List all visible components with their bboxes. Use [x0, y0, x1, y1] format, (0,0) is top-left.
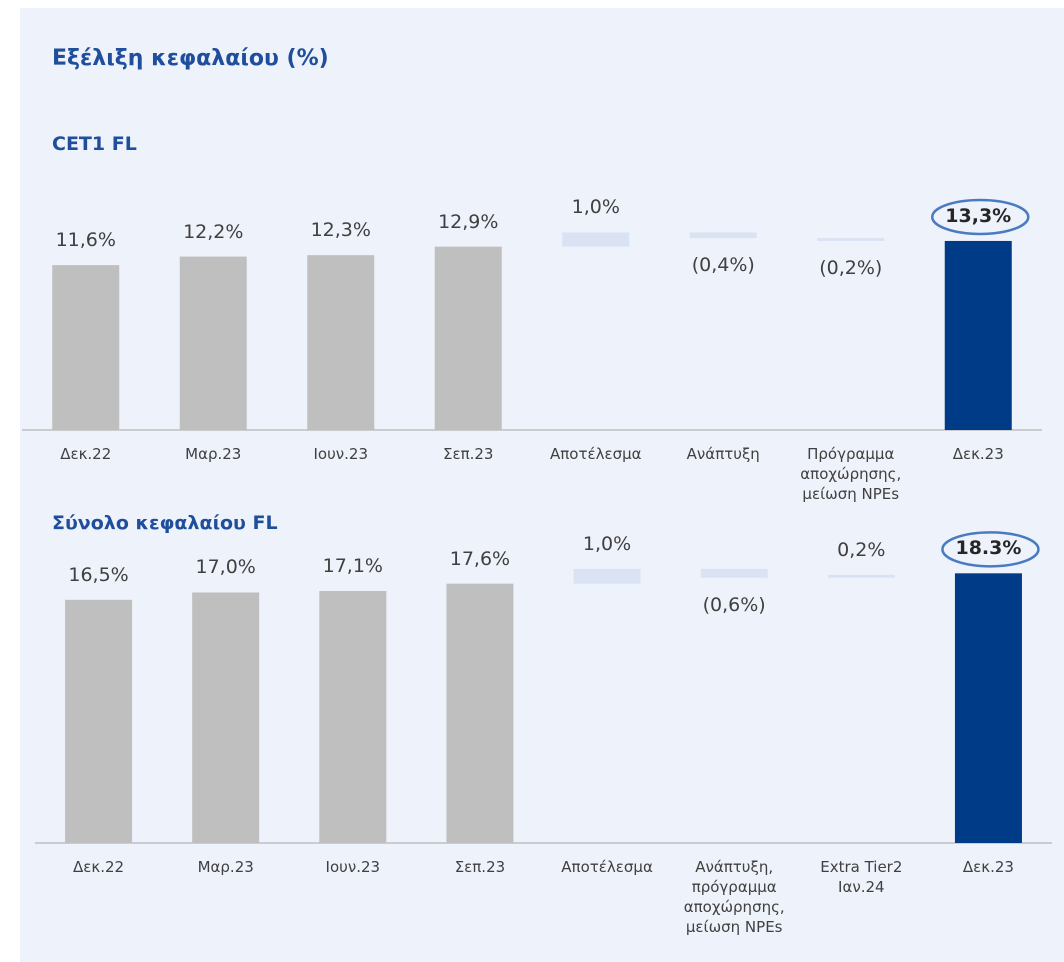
value-label: 0,2% — [837, 538, 886, 561]
x-tick-label: Αποτέλεσμα — [549, 445, 642, 463]
x-tick-label: Μαρ.23 — [197, 858, 254, 876]
value-label: 1,0% — [571, 196, 620, 219]
x-tick-label: Σεπ.23 — [454, 858, 506, 876]
value-label: (0,2%) — [819, 256, 883, 279]
bar — [446, 583, 514, 843]
chart-title: CET1 FL — [52, 133, 137, 155]
bar — [319, 591, 387, 843]
value-label: 12,3% — [310, 219, 371, 242]
x-tick-label: Ιουν.23 — [313, 445, 368, 463]
value-label: 13,3% — [945, 204, 1012, 227]
highlight-ring — [931, 198, 1030, 236]
x-tick-label: Πρόγραμμα αποχώρησης, μείωση NPEs — [800, 445, 902, 503]
bar — [954, 573, 1022, 843]
bar — [562, 232, 630, 247]
value-label: 18.3% — [955, 537, 1022, 560]
value-label: (0,4%) — [691, 254, 755, 277]
chart-title: Σύνολο κεφαλαίου FL — [52, 512, 278, 534]
value-label: 17,1% — [322, 555, 383, 577]
x-tick-label: Δεκ.23 — [962, 858, 1014, 876]
bar — [573, 568, 641, 584]
x-tick-label: Σεπ.23 — [443, 445, 494, 463]
bar — [434, 246, 502, 430]
page-title: Εξέλιξη κεφαλαίου (%) — [52, 46, 329, 71]
x-tick-label: Δεκ.23 — [952, 445, 1004, 463]
bar — [179, 256, 247, 430]
value-label: 12,9% — [438, 210, 499, 233]
value-label: 17,6% — [449, 547, 511, 570]
x-tick-label: Ανάπτυξη — [686, 445, 760, 463]
bar — [307, 255, 375, 430]
bar — [689, 232, 757, 239]
bar — [944, 240, 1012, 430]
x-tick-label: Δεκ.22 — [73, 858, 125, 876]
value-label: 11,6% — [55, 229, 116, 252]
value-label: 17,0% — [195, 556, 256, 579]
x-tick-label: Μαρ.23 — [185, 445, 242, 463]
bar — [65, 599, 133, 843]
x-tick-label: Δεκ.22 — [60, 445, 112, 463]
x-tick-label: Αποτέλεσμα — [561, 858, 653, 876]
value-label: 12,2% — [183, 220, 244, 243]
value-label: (0,6%) — [702, 593, 766, 616]
bar — [827, 574, 895, 578]
x-tick-label: Ιουν.23 — [325, 858, 381, 876]
x-tick-label: Ανάπτυξη, πρόγραμμα αποχώρησης, μείωση N… — [683, 858, 785, 936]
bar — [52, 265, 120, 430]
x-tick-label: Extra Tier2 Ιαν.24 — [820, 858, 903, 896]
value-label: 1,0% — [582, 532, 632, 555]
bar — [700, 568, 768, 578]
highlight-ring — [941, 531, 1040, 568]
bar — [817, 238, 885, 241]
value-label: 16,5% — [68, 563, 129, 586]
bar — [192, 592, 260, 843]
